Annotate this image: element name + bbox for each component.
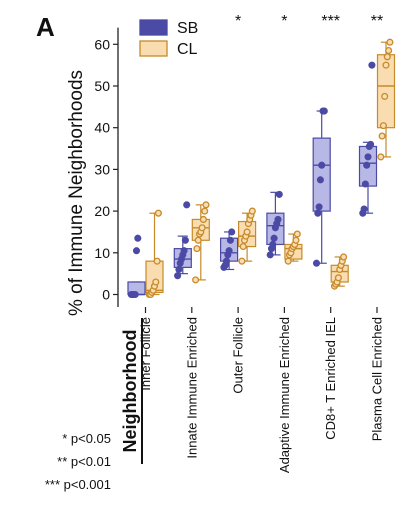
- data-point: [175, 265, 183, 274]
- data-point: [386, 38, 394, 46]
- significance-marker: ***: [321, 13, 340, 30]
- data-point: [269, 240, 277, 249]
- data-point: [192, 276, 200, 284]
- data-point: [383, 53, 391, 61]
- data-point: [314, 209, 322, 217]
- box-sb: [266, 190, 285, 259]
- data-point: [134, 234, 142, 242]
- box-sb: [312, 107, 331, 267]
- y-axis-label: % of Immune Neighborhoods: [66, 70, 87, 316]
- data-point: [316, 176, 324, 184]
- data-point: [238, 257, 246, 265]
- y-tick-label: 10: [94, 245, 110, 261]
- box-sb: [358, 61, 378, 217]
- data-point: [379, 122, 387, 130]
- data-point: [382, 61, 390, 69]
- box-cl: [330, 253, 349, 290]
- y-tick-label: 30: [94, 161, 110, 177]
- data-point: [183, 201, 191, 209]
- footnote-3: *** p<0.001: [45, 477, 111, 492]
- box-sb: [173, 201, 192, 280]
- x-axis-title: Neighborhood: [120, 330, 140, 453]
- data-point: [368, 61, 376, 69]
- data-point: [202, 201, 210, 209]
- data-point: [318, 161, 326, 169]
- data-point: [228, 228, 236, 236]
- data-point: [194, 236, 202, 244]
- y-tick-label: 20: [94, 203, 110, 219]
- data-point: [180, 247, 188, 255]
- data-point: [193, 245, 201, 253]
- box-sb: [220, 228, 239, 271]
- data-point: [284, 257, 292, 265]
- footnote-1: * p<0.05: [62, 431, 111, 446]
- data-point: [201, 207, 209, 215]
- data-point: [131, 290, 139, 299]
- data-point: [340, 253, 348, 261]
- significance-marker: *: [235, 13, 241, 30]
- legend-swatch-cl: [139, 40, 168, 57]
- data-point: [363, 161, 371, 169]
- legend-swatch-sb: [139, 19, 168, 36]
- box-body: [312, 137, 331, 212]
- data-point: [154, 209, 162, 217]
- x-tick-label: Inner Follicle: [138, 317, 153, 391]
- x-tick-label: CD8+ T Enriched IEL: [323, 317, 338, 440]
- data-point: [364, 153, 372, 161]
- data-point: [243, 228, 251, 236]
- legend-label-sb: SB: [177, 20, 198, 37]
- plot-area: 0 10 20 30 40 50 60 Inner Follicle Innate Immune…: [94, 13, 396, 473]
- y-tick-label: 40: [94, 120, 110, 136]
- data-point: [239, 242, 247, 251]
- data-point: [312, 259, 321, 267]
- significance-marker: **: [371, 13, 383, 30]
- data-point: [360, 205, 368, 213]
- data-point: [174, 272, 182, 280]
- data-point: [198, 224, 206, 232]
- data-point: [222, 257, 231, 265]
- box-cl: [238, 207, 257, 265]
- x-tick-label: Outer Follicle: [231, 317, 246, 394]
- significance-marker: *: [281, 13, 287, 30]
- box-cl: [145, 209, 164, 299]
- data-point: [274, 215, 282, 223]
- data-point: [248, 207, 256, 215]
- data-point: [270, 234, 278, 242]
- data-point: [152, 278, 160, 286]
- x-tick-label: Plasma Cell Enriched: [370, 317, 385, 441]
- data-point: [320, 107, 328, 115]
- data-point: [153, 257, 161, 265]
- data-point: [132, 247, 141, 255]
- data-point: [334, 274, 342, 282]
- y-tick-label: 60: [94, 36, 110, 52]
- data-point: [225, 247, 233, 255]
- data-point: [275, 190, 283, 198]
- legend: SB CL: [139, 19, 198, 58]
- data-point: [199, 215, 207, 223]
- box-cl: [284, 230, 303, 265]
- data-point: [367, 140, 375, 148]
- data-point: [381, 92, 389, 100]
- x-tick-label: Innate Immune Enriched: [184, 317, 199, 459]
- data-point: [315, 203, 323, 211]
- panel-label: A: [36, 12, 55, 42]
- y-tick-label: 0: [102, 287, 110, 303]
- box-sb: [127, 234, 146, 299]
- data-point: [293, 230, 301, 238]
- data-point: [378, 132, 386, 140]
- data-point: [292, 236, 300, 244]
- data-point: [181, 236, 189, 244]
- data-point: [377, 153, 385, 161]
- box-cl: [191, 201, 210, 284]
- data-point: [385, 47, 393, 55]
- data-point: [266, 251, 274, 259]
- data-point: [226, 236, 234, 244]
- box-cl: [376, 38, 396, 161]
- x-tick-label: Adaptive Immune Enriched: [277, 317, 292, 473]
- footnote-2: ** p<0.01: [57, 454, 111, 469]
- y-tick-label: 50: [94, 78, 110, 94]
- legend-label-cl: CL: [177, 41, 198, 58]
- data-point: [361, 180, 369, 188]
